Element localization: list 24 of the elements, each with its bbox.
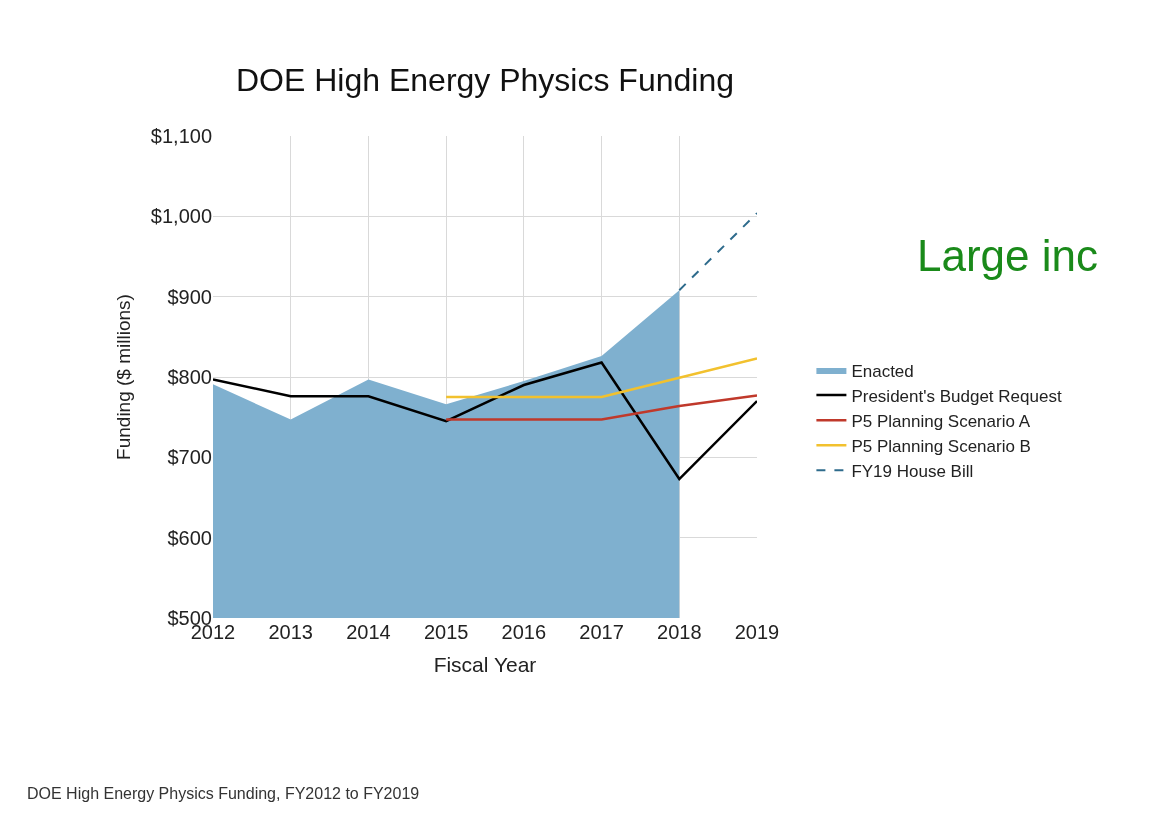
y-tick-label: $1,100 (150, 125, 212, 147)
legend-label: President's Budget Request (851, 386, 1062, 406)
y-tick-label: $1,000 (150, 205, 212, 228)
text: DOE High Energy Physics Funding, FY2012 to FY2019 (27, 785, 420, 802)
x-tick-label: 2014 (346, 621, 391, 643)
line-series (213, 361, 757, 481)
x-tick-label: 2015 (423, 621, 469, 643)
x-tick-label: 2019 (734, 621, 780, 643)
y-tick-label: $600 (167, 526, 212, 549)
x-tick-label: 2017 (579, 621, 624, 643)
y-tick-label: $700 (167, 446, 212, 469)
x-tick-label: 2018 (657, 621, 702, 643)
x-tick-label: 2016 (501, 621, 547, 643)
y-tick-label: $900 (167, 285, 212, 308)
text: Large inc (917, 231, 1099, 280)
y-axis-title: Funding ($ millions) (112, 294, 134, 460)
chart-title: DOE High Energy Physics Funding (236, 62, 734, 99)
legend-label: P5 Planning Scenario A (851, 411, 1031, 431)
x-axis-title: Fiscal Year (433, 653, 537, 677)
y-tick-label: $800 (167, 366, 212, 388)
x-tick-label: 2013 (268, 621, 313, 643)
legend-label: P5 Planning Scenario B (851, 436, 1031, 456)
legend-label: FY19 House Bill (851, 461, 974, 481)
legend-label: Enacted (851, 361, 914, 381)
